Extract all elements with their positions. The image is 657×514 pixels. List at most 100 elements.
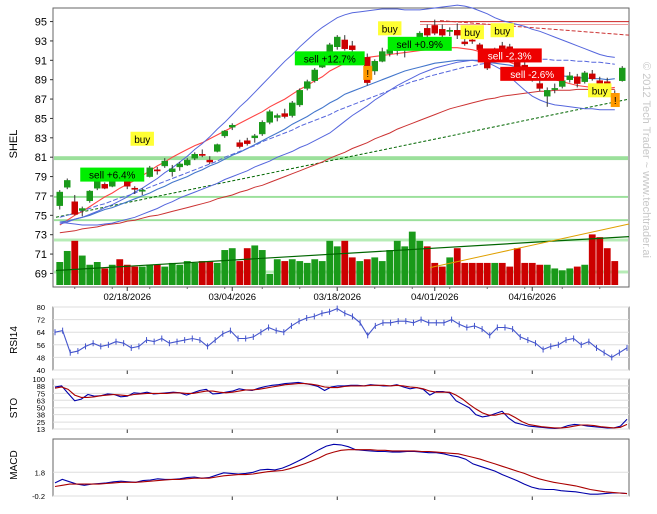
candle-body bbox=[64, 180, 71, 188]
candle-body bbox=[161, 160, 168, 167]
y-tick-label: 72 bbox=[37, 316, 45, 325]
candle-body bbox=[574, 76, 581, 84]
volume-bar bbox=[573, 266, 581, 285]
candle-body bbox=[199, 154, 206, 156]
symbol-label: SHEL bbox=[8, 130, 20, 159]
watermark: © 2012 Tech Trader ~ www.techtrader.ai bbox=[640, 62, 652, 258]
y-tick-label: 64 bbox=[37, 328, 45, 337]
candle-body bbox=[281, 113, 288, 117]
signal-label-box bbox=[500, 66, 565, 81]
bollinger-lower bbox=[59, 59, 615, 226]
candle-body bbox=[589, 73, 596, 79]
y-tick-label: 77 bbox=[35, 191, 47, 203]
candle-body bbox=[154, 169, 161, 172]
candle-body bbox=[566, 75, 573, 80]
candle-body bbox=[146, 167, 153, 177]
warning-label: ! bbox=[614, 96, 617, 107]
volume-bar bbox=[326, 240, 334, 285]
volume-bar bbox=[221, 250, 229, 285]
y-tick-label: 75 bbox=[35, 210, 47, 222]
volume-bar bbox=[258, 250, 266, 285]
candle-body bbox=[176, 163, 183, 168]
sto-panel bbox=[53, 378, 629, 430]
y-tick-label: 87 bbox=[35, 94, 47, 106]
volume-bar bbox=[251, 245, 259, 285]
y-tick-label: 38 bbox=[37, 411, 45, 420]
candle-body bbox=[191, 154, 198, 159]
panel-frame-rsi bbox=[52, 306, 630, 371]
moving-average-slow bbox=[59, 88, 615, 234]
volume-bar bbox=[288, 259, 296, 285]
volume-bar bbox=[303, 262, 311, 285]
candle-body bbox=[334, 36, 341, 47]
volume-bar bbox=[228, 248, 236, 285]
volume-bar bbox=[296, 261, 304, 285]
candle-body bbox=[431, 25, 438, 34]
candle-body bbox=[56, 191, 63, 206]
buy-signal-label: buy bbox=[494, 26, 510, 37]
volume-trend-line bbox=[429, 223, 630, 269]
volume-bar bbox=[438, 266, 446, 285]
volume-bar bbox=[183, 261, 191, 285]
bollinger-upper bbox=[59, 4, 615, 225]
volume-bar bbox=[333, 246, 341, 285]
volume-bar bbox=[63, 250, 71, 285]
candle-body bbox=[544, 90, 551, 97]
candle-body bbox=[551, 88, 558, 90]
macd-panel bbox=[53, 443, 629, 497]
candle-body bbox=[251, 135, 258, 139]
volume-bar bbox=[551, 268, 559, 285]
candle-body bbox=[266, 111, 273, 123]
y-tick-label: 1.8 bbox=[35, 468, 45, 477]
y-tick-label: -0.2 bbox=[32, 492, 45, 501]
panel-frame-main bbox=[52, 7, 630, 288]
volume-bar bbox=[453, 248, 461, 285]
support-band bbox=[54, 195, 628, 198]
volume-bar bbox=[56, 262, 64, 285]
volume-bar bbox=[596, 237, 604, 285]
candle-body bbox=[101, 184, 108, 189]
sell-signal-label: sell +12.7% bbox=[304, 54, 356, 65]
macd-line bbox=[54, 443, 628, 495]
candle-body bbox=[79, 208, 86, 211]
candle-body bbox=[169, 168, 176, 172]
y-tick-label: 88 bbox=[37, 382, 45, 391]
sell-signal-label: sell -2.6% bbox=[510, 70, 554, 81]
volume-bar bbox=[176, 264, 184, 285]
volume-bar bbox=[588, 234, 596, 285]
rsi-panel bbox=[53, 305, 629, 371]
y-tick-label: 89 bbox=[35, 75, 47, 87]
warning-box bbox=[610, 93, 620, 108]
candle-body bbox=[259, 122, 266, 135]
volume-bar bbox=[543, 264, 551, 285]
signal-label-box bbox=[387, 36, 452, 51]
support-band bbox=[54, 238, 628, 242]
volume-bar bbox=[243, 248, 251, 285]
candle-body bbox=[206, 159, 213, 163]
y-tick-label: 13 bbox=[37, 425, 45, 434]
volume-bar bbox=[566, 268, 574, 285]
candle-body bbox=[341, 39, 348, 49]
y-tick-label: 71 bbox=[35, 249, 47, 261]
volume-bar bbox=[431, 262, 439, 285]
volume-bar bbox=[266, 273, 274, 285]
candle-body bbox=[86, 190, 93, 202]
volume-bar bbox=[198, 261, 206, 285]
rsi-line bbox=[54, 307, 628, 359]
candle-body bbox=[439, 29, 446, 36]
volume-bar bbox=[446, 257, 454, 285]
y-tick-label: 93 bbox=[35, 36, 47, 48]
volume-bar bbox=[348, 257, 356, 285]
volume-bar bbox=[281, 261, 289, 285]
volume-bar bbox=[206, 261, 214, 285]
volume-bar bbox=[161, 266, 169, 285]
candle-body bbox=[229, 124, 236, 128]
macd-signal-line bbox=[54, 449, 628, 495]
candle-body bbox=[469, 39, 476, 42]
candle-body bbox=[454, 30, 461, 36]
candle-body bbox=[131, 187, 138, 190]
y-tick-label: 56 bbox=[37, 341, 45, 350]
volume-bar bbox=[603, 248, 611, 285]
volume-bar bbox=[318, 261, 326, 285]
y-tick-label: 63 bbox=[37, 396, 45, 405]
